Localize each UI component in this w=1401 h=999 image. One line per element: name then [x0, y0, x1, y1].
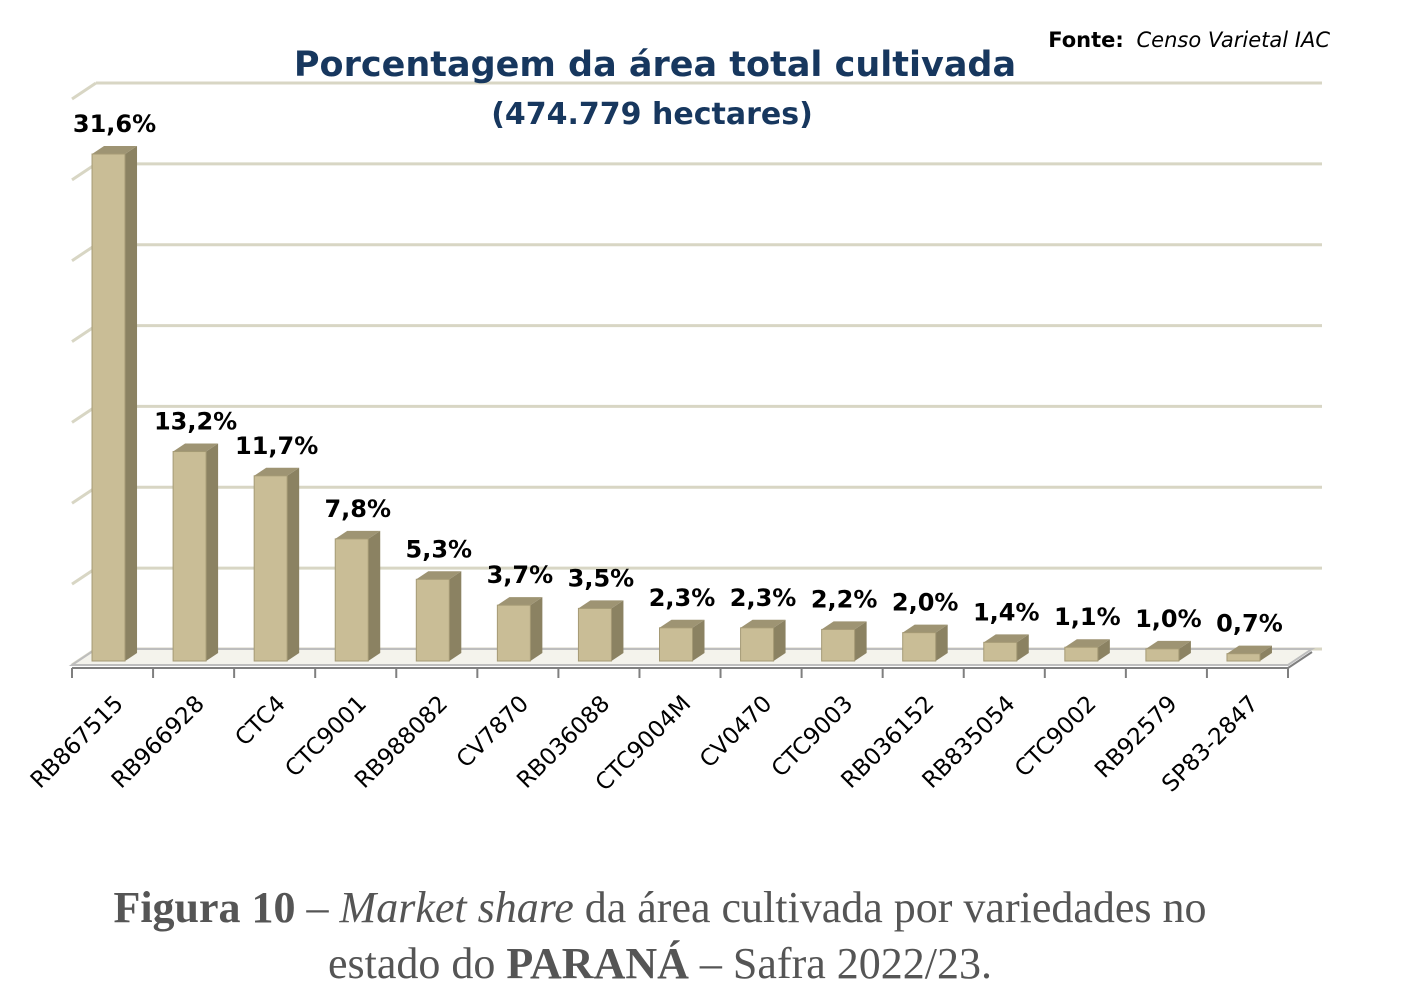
bar	[415, 578, 450, 662]
bar-top	[416, 571, 462, 580]
caption-line-1: Figura 10 – Market share da área cultiva…	[0, 880, 1320, 936]
data-label: 0,7%	[1216, 610, 1283, 638]
bar-side	[935, 624, 948, 661]
bar-top	[254, 467, 300, 476]
figure-caption: Figura 10 – Market share da área cultiva…	[0, 880, 1320, 992]
bar-top	[335, 530, 381, 539]
source-text: Censo Varietal IAC	[1137, 28, 1331, 52]
bar	[1226, 653, 1261, 662]
caption-figure-label: Figura 10	[113, 883, 296, 932]
data-label: 31,6%	[73, 110, 156, 138]
bar	[577, 607, 612, 662]
data-label: 11,7%	[235, 432, 318, 460]
data-label: 2,2%	[811, 585, 878, 613]
bar-top	[1226, 645, 1272, 654]
x-tick-label: CV0470	[695, 691, 777, 773]
bar	[172, 451, 207, 662]
bar	[659, 627, 693, 662]
bar-top	[1064, 639, 1110, 648]
x-tick-label: CTC4	[230, 691, 290, 751]
bar-side	[773, 619, 786, 661]
source-label: Fonte:	[1048, 28, 1124, 52]
bar-side	[449, 571, 462, 661]
bar-top	[902, 624, 948, 633]
data-label: 7,8%	[324, 495, 391, 523]
bar-top	[92, 145, 138, 154]
bar	[253, 475, 288, 662]
bar	[1064, 646, 1099, 662]
caption-italic: Market share	[339, 883, 574, 932]
chart-source: Fonte: Censo Varietal IAC	[1048, 28, 1330, 52]
chart-title: Porcentagem da área total cultivada	[294, 45, 1016, 85]
bar-top	[659, 619, 705, 628]
bar	[821, 628, 856, 662]
bar-top	[740, 619, 786, 628]
bar	[1145, 648, 1180, 662]
data-label: 2,0%	[892, 589, 959, 617]
bar-side	[692, 619, 705, 661]
data-label: 1,4%	[973, 598, 1040, 626]
bar	[91, 153, 126, 662]
gridlines	[71, 81, 1322, 667]
x-tick-label: CV7870	[452, 691, 534, 773]
data-label: 1,1%	[1054, 603, 1121, 631]
bar-side	[1178, 640, 1191, 661]
caption-dash-1: –	[295, 883, 340, 932]
data-labels: 31,6% 13,2%11,7% 7,8% 5,3% 3,7% 3,5% 2,3% 2,3% 2…	[73, 110, 1283, 638]
chart-subtitle: (474.779 hectares)	[491, 97, 813, 132]
data-label: 3,5%	[568, 564, 635, 592]
bar-side	[1016, 634, 1029, 661]
bar-side	[287, 467, 300, 661]
bar	[496, 604, 531, 662]
x-tick-label: CTC9002	[1010, 691, 1101, 782]
bar	[983, 641, 1018, 662]
caption-text-1: da área cultivada por variedades no	[573, 883, 1207, 932]
bar-side	[125, 145, 138, 662]
bar-side	[206, 443, 219, 661]
bar-top	[983, 634, 1029, 643]
bar-top	[1145, 640, 1191, 649]
bar-side	[530, 597, 543, 661]
caption-text-2: estado do	[328, 939, 507, 988]
bar-top	[497, 597, 543, 606]
data-label: 2,3%	[649, 584, 716, 612]
bar	[902, 632, 937, 662]
bars	[91, 145, 1272, 662]
gridline-depth	[71, 81, 97, 101]
bar-side	[611, 600, 624, 661]
data-label: 5,3%	[406, 535, 473, 563]
caption-line-2: estado do PARANÁ – Safra 2022/23.	[0, 936, 1320, 992]
bar-side	[368, 530, 381, 661]
caption-text-3: – Safra 2022/23.	[688, 939, 992, 988]
bar	[334, 538, 369, 662]
data-label: 13,2%	[154, 408, 237, 436]
bar-side	[1259, 645, 1272, 661]
bar-top	[821, 621, 867, 630]
bar-chart: 31,6% 13,2%11,7% 7,8% 5,3% 3,7% 3,5% 2,3% 2,3% 2…	[26, 28, 1330, 797]
caption-state: PARANÁ	[506, 939, 689, 988]
bar	[740, 627, 775, 662]
data-label: 2,3%	[730, 584, 797, 612]
bar-top	[578, 600, 624, 609]
bar-side	[854, 621, 867, 661]
x-axis-depth	[1287, 651, 1313, 669]
bar-top	[173, 443, 219, 452]
bar-side	[1097, 639, 1110, 661]
data-label: 3,7%	[487, 561, 554, 589]
data-label: 1,0%	[1135, 605, 1202, 633]
